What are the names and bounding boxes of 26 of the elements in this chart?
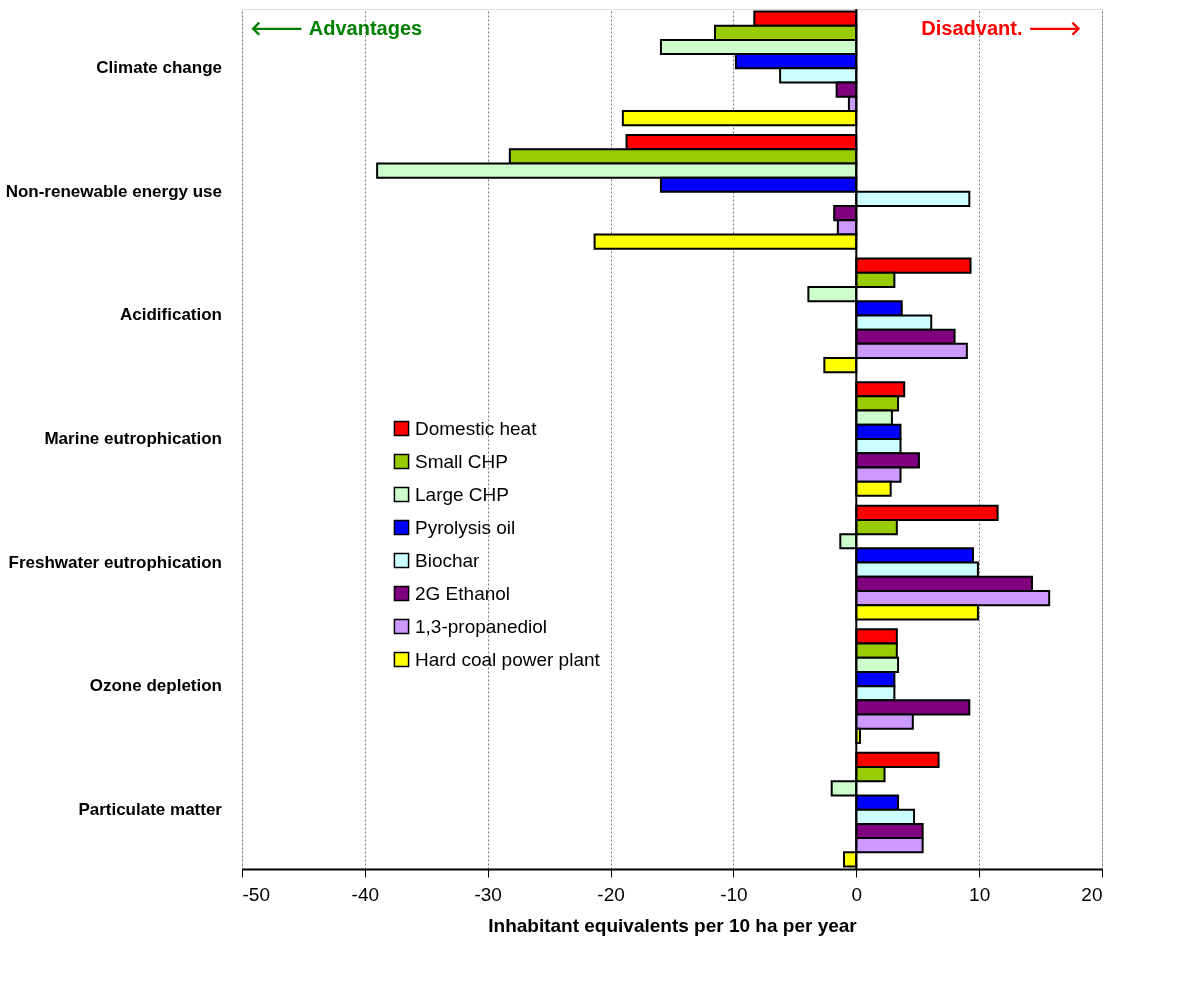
legend-label: 2G Ethanol [415,582,511,604]
x-tick-label: -20 [597,883,625,905]
y-tick-label: Ozone depletion [89,676,222,696]
x-tick-label: -40 [351,883,380,905]
legend-label: Biochar [415,549,481,571]
legend-label: 1,3-propanediol [415,615,548,637]
x-tick-label: 20 [1081,883,1103,905]
y-tick-label: Non-renewable energy use [5,181,222,201]
y-tick-label: Climate change [96,58,222,78]
legend-label: Hard coal power plant [415,648,601,670]
legend-label: Large CHP [415,483,509,505]
y-tick-label: Marine eutrophication [44,429,222,448]
x-tick-label: -10 [720,883,748,905]
y-tick-label: Acidification [119,305,222,325]
y-tick-label: Particulate matter [78,799,223,819]
annotation: Disadvant. 🡒 [921,17,1082,39]
x-tick-label: -30 [474,883,502,905]
x-tick-label: 0 [851,883,863,905]
y-tick-label: Freshwater eutrophication [8,552,222,572]
annotation: 🡐 Advantages [250,17,423,39]
x-tick-label: -50 [242,883,270,905]
x-tick-label: 10 [969,883,991,905]
x-axis-title: Inhabitant equivalents per 10 ha per year [488,914,858,936]
legend-label: Small CHP [415,450,508,472]
legend-label: Domestic heat [415,417,538,439]
legend-label: Pyrolysis oil [415,516,516,538]
